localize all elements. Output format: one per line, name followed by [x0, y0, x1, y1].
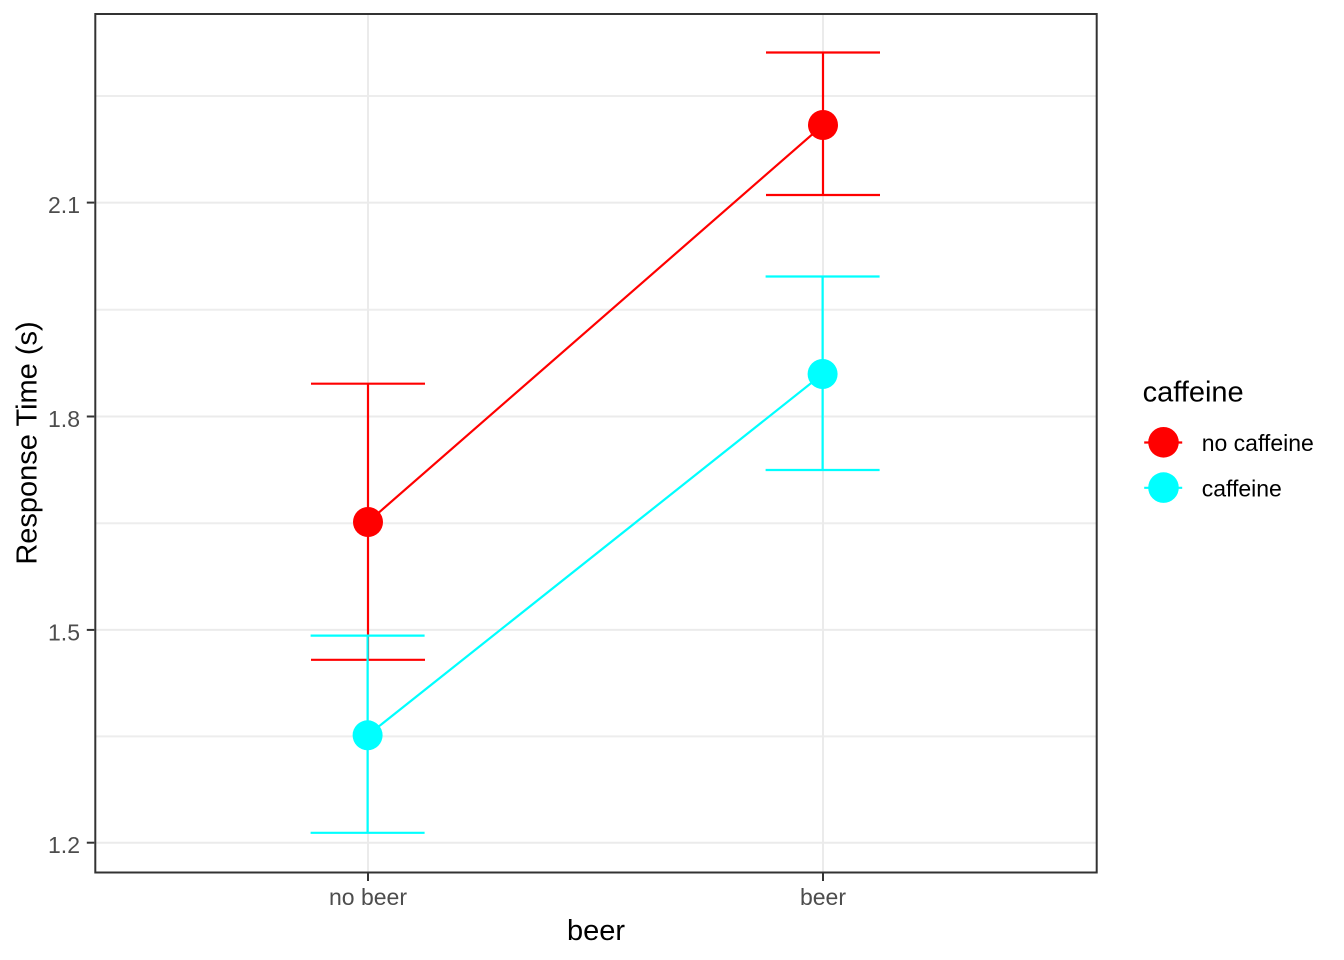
svg-text:Response Time (s): Response Time (s)	[11, 321, 43, 564]
svg-text:1.2: 1.2	[48, 832, 80, 858]
svg-text:1.5: 1.5	[48, 619, 80, 645]
svg-text:2.1: 2.1	[48, 192, 80, 218]
svg-text:beer: beer	[567, 915, 625, 947]
svg-text:no caffeine: no caffeine	[1202, 430, 1314, 456]
svg-text:beer: beer	[800, 884, 846, 910]
svg-text:1.8: 1.8	[48, 406, 80, 432]
svg-text:caffeine: caffeine	[1202, 476, 1282, 502]
svg-text:no beer: no beer	[329, 884, 407, 910]
svg-text:caffeine: caffeine	[1143, 377, 1244, 409]
